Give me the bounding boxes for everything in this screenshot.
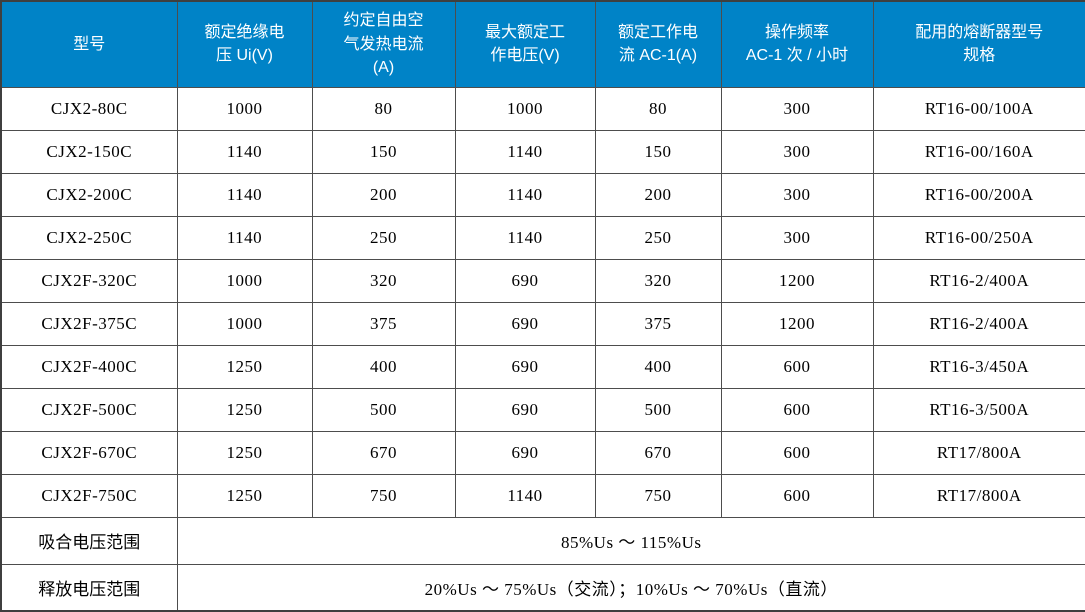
value-cell: 300: [720, 172, 874, 217]
value-cell: 670: [594, 430, 722, 475]
table-row: CJX2F-400C 1250 400 690 400 600 RT16-3/450A: [0, 344, 1085, 389]
value-cell: 1200: [720, 301, 874, 346]
value-cell: RT16-2/400A: [872, 258, 1085, 303]
spec-table-body: CJX2-80C 1000 80 1000 80 300 RT16-00/100A CJX2-…: [0, 86, 1085, 518]
table-row: CJX2-150C 1140 150 1140 150 300 RT16-00/160A: [0, 129, 1085, 174]
value-cell: 200: [311, 172, 456, 217]
table-row: CJX2F-500C 1250 500 690 500 600 RT16-3/500A: [0, 387, 1085, 432]
column-header-rated-insulation-voltage: 额定绝缘电 压 Ui(V): [176, 0, 313, 88]
value-cell: 1140: [454, 172, 596, 217]
value-cell: 500: [311, 387, 456, 432]
value-cell: RT17/800A: [872, 430, 1085, 475]
value-cell: 375: [594, 301, 722, 346]
value-cell: 600: [720, 430, 874, 475]
value-cell: 80: [311, 86, 456, 131]
column-header-rated-operational-current-ac1: 额定工作电 流 AC-1(A): [594, 0, 722, 88]
column-header-model: 型号: [0, 0, 178, 88]
value-cell: 1140: [176, 172, 313, 217]
value-cell: 670: [311, 430, 456, 475]
model-cell: CJX2-80C: [0, 86, 178, 131]
value-cell: 1250: [176, 344, 313, 389]
value-cell: 690: [454, 387, 596, 432]
value-cell: 690: [454, 430, 596, 475]
value-cell: 1250: [176, 387, 313, 432]
table-row: CJX2-250C 1140 250 1140 250 300 RT16-00/250A: [0, 215, 1085, 260]
value-cell: RT16-2/400A: [872, 301, 1085, 346]
header-row: 型号 额定绝缘电 压 Ui(V) 约定自由空 气发热电流 (A) 最大额定工 作…: [0, 0, 1085, 88]
value-cell: 1000: [176, 258, 313, 303]
value-cell: 1250: [176, 430, 313, 475]
model-cell: CJX2F-500C: [0, 387, 178, 432]
value-cell: 80: [594, 86, 722, 131]
value-cell: 1140: [454, 473, 596, 518]
value-cell: RT16-3/500A: [872, 387, 1085, 432]
value-cell: 300: [720, 129, 874, 174]
value-cell: 1200: [720, 258, 874, 303]
table-row: CJX2F-375C 1000 375 690 375 1200 RT16-2/400A: [0, 301, 1085, 346]
value-cell: 1140: [454, 215, 596, 260]
value-cell: 1000: [454, 86, 596, 131]
value-cell: 400: [311, 344, 456, 389]
value-cell: 750: [594, 473, 722, 518]
model-cell: CJX2F-375C: [0, 301, 178, 346]
value-cell: 600: [720, 473, 874, 518]
value-cell: 150: [594, 129, 722, 174]
value-cell: 1000: [176, 86, 313, 131]
value-cell: 320: [311, 258, 456, 303]
value-cell: 600: [720, 344, 874, 389]
value-cell: 690: [454, 258, 596, 303]
value-cell: 400: [594, 344, 722, 389]
value-cell: RT17/800A: [872, 473, 1085, 518]
model-cell: CJX2F-750C: [0, 473, 178, 518]
table-row: CJX2F-670C 1250 670 690 670 600 RT17/800A: [0, 430, 1085, 475]
value-cell: 1000: [176, 301, 313, 346]
model-cell: CJX2-200C: [0, 172, 178, 217]
value-cell: 150: [311, 129, 456, 174]
value-cell: 500: [594, 387, 722, 432]
value-cell: 300: [720, 86, 874, 131]
footer-row-release-voltage: 释放电压范围 20%Us ～ 75%Us（交流）；10%Us ～ 70%Us（直…: [0, 563, 1085, 612]
footer-value-pickup-voltage-range: 85%Us ～ 115%Us: [176, 516, 1085, 565]
footer-value-release-voltage-range: 20%Us ～ 75%Us（交流）；10%Us ～ 70%Us（直流）: [176, 563, 1085, 612]
column-header-conventional-free-air-thermal-current: 约定自由空 气发热电流 (A): [311, 0, 456, 88]
value-cell: 1140: [454, 129, 596, 174]
model-cell: CJX2-150C: [0, 129, 178, 174]
table-row: CJX2-80C 1000 80 1000 80 300 RT16-00/100A: [0, 86, 1085, 131]
model-cell: CJX2F-670C: [0, 430, 178, 475]
column-header-operating-frequency: 操作频率 AC-1 次 / 小时: [720, 0, 874, 88]
model-cell: CJX2-250C: [0, 215, 178, 260]
model-cell: CJX2F-320C: [0, 258, 178, 303]
footer-label-pickup-voltage-range: 吸合电压范围: [0, 516, 178, 565]
value-cell: 600: [720, 387, 874, 432]
value-cell: 375: [311, 301, 456, 346]
value-cell: 250: [594, 215, 722, 260]
model-cell: CJX2F-400C: [0, 344, 178, 389]
value-cell: RT16-00/100A: [872, 86, 1085, 131]
value-cell: RT16-00/160A: [872, 129, 1085, 174]
value-cell: RT16-3/450A: [872, 344, 1085, 389]
value-cell: RT16-00/250A: [872, 215, 1085, 260]
value-cell: 1140: [176, 129, 313, 174]
column-header-matching-fuse-spec: 配用的熔断器型号 规格: [872, 0, 1085, 88]
table-row: CJX2F-750C 1250 750 1140 750 600 RT17/800A: [0, 473, 1085, 518]
value-cell: RT16-00/200A: [872, 172, 1085, 217]
footer-row-pickup-voltage: 吸合电压范围 85%Us ～ 115%Us: [0, 516, 1085, 565]
value-cell: 250: [311, 215, 456, 260]
value-cell: 1250: [176, 473, 313, 518]
value-cell: 690: [454, 344, 596, 389]
value-cell: 200: [594, 172, 722, 217]
value-cell: 690: [454, 301, 596, 346]
value-cell: 750: [311, 473, 456, 518]
value-cell: 300: [720, 215, 874, 260]
value-cell: 320: [594, 258, 722, 303]
footer-label-release-voltage-range: 释放电压范围: [0, 563, 178, 612]
table-row: CJX2-200C 1140 200 1140 200 300 RT16-00/200A: [0, 172, 1085, 217]
value-cell: 1140: [176, 215, 313, 260]
table-row: CJX2F-320C 1000 320 690 320 1200 RT16-2/400A: [0, 258, 1085, 303]
column-header-max-rated-operational-voltage: 最大额定工 作电压(V): [454, 0, 596, 88]
